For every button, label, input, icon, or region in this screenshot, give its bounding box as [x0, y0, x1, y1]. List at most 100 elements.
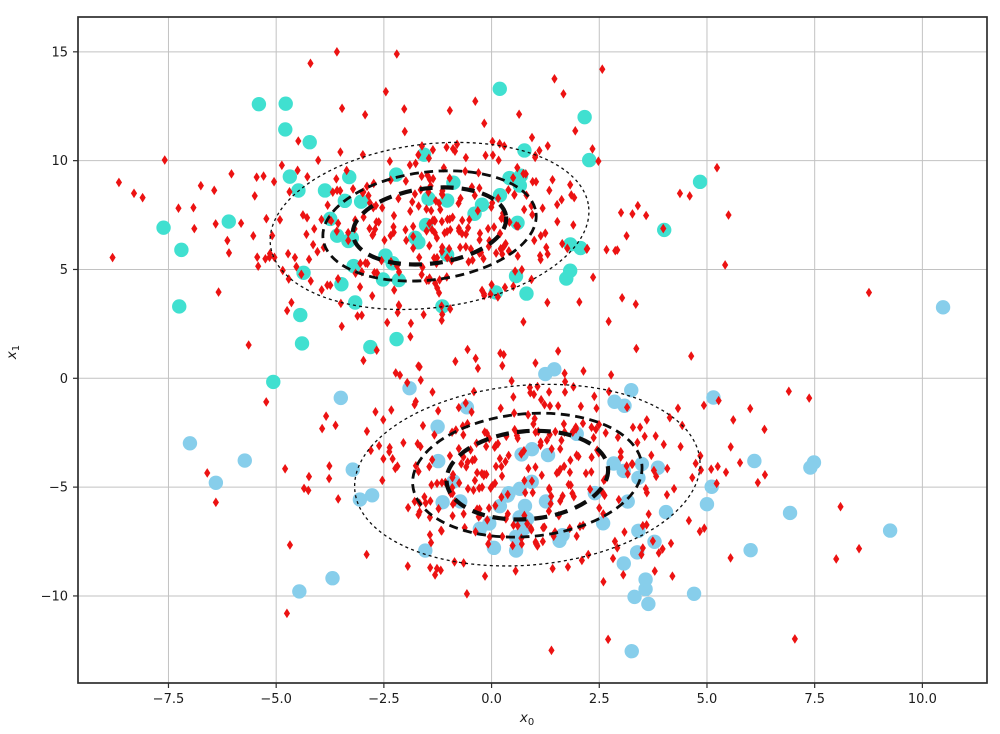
diamond-data-point [645, 509, 652, 519]
diamond-data-point [307, 276, 314, 286]
diamond-data-point [432, 278, 439, 289]
diamond-data-point [660, 223, 667, 234]
diamond-data-point [480, 288, 488, 299]
diamond-data-point [499, 531, 506, 542]
sample-circle-point [782, 505, 798, 521]
diamond-data-point [503, 431, 510, 442]
diamond-data-point [407, 318, 414, 329]
series-cluster-2-diamonds [204, 331, 863, 656]
diamond-data-point [591, 391, 598, 402]
diamond-data-point [529, 487, 536, 498]
diamond-data-point [528, 476, 536, 486]
diamond-data-point [648, 450, 655, 461]
diamond-data-point [431, 430, 438, 440]
diamond-data-point [639, 543, 646, 553]
diamond-data-point [589, 144, 596, 154]
diamond-data-point [283, 608, 291, 619]
diamond-data-point [360, 355, 367, 366]
diamond-data-point [459, 421, 466, 431]
diamond-data-point [512, 266, 519, 276]
diamond-data-point [531, 235, 538, 246]
diamond-data-point [600, 509, 607, 519]
diamond-data-point [529, 176, 536, 187]
sample-circle-point [517, 498, 533, 514]
diamond-data-point [318, 214, 325, 225]
sample-circle-point [364, 488, 380, 503]
diamond-data-point [475, 167, 482, 178]
diamond-data-point [285, 274, 292, 284]
diamond-data-point [338, 321, 345, 332]
x-tick-label: 7.5 [804, 692, 825, 707]
diamond-data-point [572, 424, 580, 434]
diamond-data-point [634, 437, 641, 448]
diamond-data-point [197, 180, 204, 191]
diamond-data-point [251, 191, 258, 201]
diamond-data-point [518, 449, 525, 459]
diamond-data-point [237, 218, 245, 229]
diamond-data-point [543, 435, 550, 446]
diamond-data-point [643, 415, 650, 425]
diamond-data-point [546, 483, 553, 494]
diamond-data-point [349, 184, 357, 194]
diamond-data-point [557, 444, 564, 454]
sample-circle-point [389, 331, 404, 347]
diamond-data-point [592, 424, 600, 435]
sample-circle-point [743, 543, 758, 558]
diamond-data-point [282, 463, 289, 474]
diamond-data-point [411, 189, 419, 199]
diamond-data-point [538, 394, 545, 405]
diamond-data-point [785, 386, 792, 397]
x-tick-label: −2.5 [368, 692, 400, 707]
diamond-data-point [429, 454, 436, 465]
diamond-data-point [410, 221, 417, 232]
sample-circle-point [935, 300, 951, 315]
diamond-data-point [754, 477, 761, 488]
diamond-data-point [390, 227, 397, 238]
diamond-data-point [433, 563, 441, 574]
diamond-data-point [412, 396, 419, 407]
diamond-data-point [470, 386, 478, 397]
diamond-data-point [130, 188, 138, 199]
diamond-data-point [602, 428, 609, 438]
diamond-data-point [310, 239, 317, 250]
diamond-data-point [526, 382, 534, 393]
diamond-data-point [539, 536, 546, 547]
sample-circle-point [638, 572, 653, 587]
diamond-data-point [498, 461, 505, 472]
diamond-data-point [462, 229, 470, 240]
diamond-data-point [304, 171, 311, 182]
diamond-data-point [478, 285, 486, 296]
x-tick-label: 2.5 [589, 692, 610, 707]
sample-circle-point [631, 470, 646, 486]
diamond-data-point [467, 244, 475, 254]
diamond-data-point [615, 494, 622, 505]
diamond-data-point [354, 311, 361, 321]
sample-circle-point [282, 169, 298, 184]
diamond-data-point [443, 226, 451, 237]
sample-circle-point [616, 556, 631, 571]
y-tick-label: 15 [51, 45, 68, 60]
diamond-data-point [572, 126, 579, 136]
diamond-data-point [464, 483, 472, 494]
diamond-data-point [497, 348, 504, 358]
diamond-data-point [380, 454, 387, 464]
diamond-data-point [736, 457, 744, 468]
sample-circle-point [627, 589, 642, 605]
diamond-data-point [643, 520, 650, 530]
diamond-data-point [446, 243, 453, 254]
diamond-data-point [501, 282, 509, 293]
diamond-data-point [502, 456, 509, 467]
diamond-data-point [577, 401, 584, 412]
sample-circle-point [266, 374, 281, 390]
diamond-data-point [260, 171, 267, 181]
diamond-data-point [506, 217, 513, 228]
diamond-data-point [498, 471, 506, 481]
sample-circle-point [658, 504, 674, 520]
diamond-data-point [435, 198, 443, 208]
diamond-data-point [584, 243, 591, 254]
diamond-data-point [386, 442, 393, 453]
diamond-data-point [546, 185, 553, 196]
diamond-data-point [632, 299, 639, 310]
